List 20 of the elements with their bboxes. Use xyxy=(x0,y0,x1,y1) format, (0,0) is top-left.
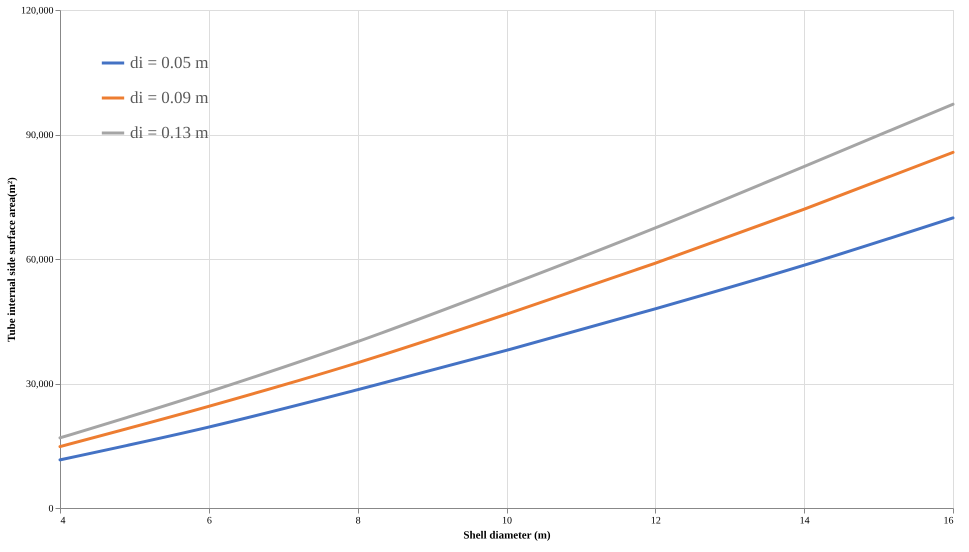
legend-label: di = 0.09 m xyxy=(130,88,209,107)
x-axis-title: Shell diameter (m) xyxy=(463,530,551,542)
x-tick-label: 4 xyxy=(60,516,66,526)
x-tick-label: 14 xyxy=(800,516,810,526)
x-tick-label: 8 xyxy=(356,516,361,526)
line-series xyxy=(58,150,954,448)
line-series xyxy=(58,102,954,440)
y-axis-title: Tube internal side surface area(m²) xyxy=(6,176,18,342)
y-tick-label: 60,000 xyxy=(26,254,54,266)
y-tick-label: 120,000 xyxy=(21,6,54,16)
y-tick-label: 0 xyxy=(48,504,54,514)
line-series xyxy=(58,216,954,462)
x-tick-label: 12 xyxy=(650,516,661,526)
x-tick-label: 6 xyxy=(206,516,212,526)
y-tick-label: 30,000 xyxy=(26,379,54,390)
y-tick-label: 90,000 xyxy=(26,130,54,141)
legend-label: di = 0.13 m xyxy=(130,123,209,142)
x-tick-label: 16 xyxy=(944,516,954,526)
legend-label: di = 0.05 m xyxy=(130,53,209,72)
x-tick-label: 10 xyxy=(502,516,512,526)
